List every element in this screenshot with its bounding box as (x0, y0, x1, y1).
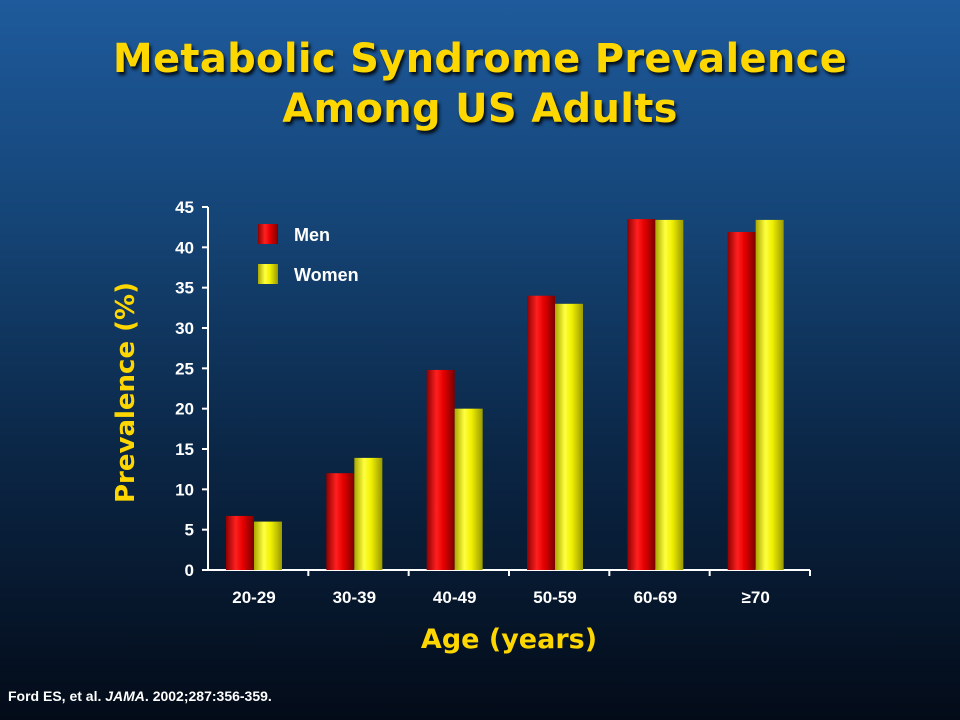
x-tick-label: ≥70 (742, 588, 770, 607)
bar-men-2 (426, 369, 455, 570)
y-tick-label: 25 (175, 359, 194, 378)
bar-women-4 (655, 219, 684, 570)
legend-label-women: Women (294, 265, 359, 285)
chart-labels: 0 5 10 15 20 25 30 35 40 45 20-29 30-39 40-49 50-59 60… (111, 198, 770, 655)
x-axis-label: Age (years) (421, 624, 597, 655)
y-tick-label: 45 (175, 198, 194, 217)
y-tick-label: 5 (185, 521, 194, 540)
x-tick-label: 50-59 (533, 588, 576, 607)
title-line-2: Among US Adults (282, 86, 678, 132)
citation-journal: JAMA (105, 688, 145, 704)
x-tick-label: 60-69 (634, 588, 677, 607)
bar-men-3 (527, 295, 555, 570)
bar-women-5 (755, 219, 784, 570)
citation-authors: Ford ES, et al. (8, 688, 102, 704)
citation: Ford ES, et al. JAMA. 2002;287:356-359. (8, 688, 272, 704)
bar-men-5 (727, 232, 756, 571)
y-tick-label: 40 (175, 238, 194, 257)
bar-women-3 (555, 303, 583, 570)
legend-swatch-women (258, 264, 278, 284)
x-tick-label: 20-29 (232, 588, 275, 607)
y-tick-label: 35 (175, 279, 194, 298)
title-line-1: Metabolic Syndrome Prevalence (112, 36, 848, 82)
y-tick-label: 20 (175, 400, 194, 419)
bar-men-4 (627, 219, 656, 570)
chart-legend: Men Women (258, 224, 359, 285)
slide-title: Metabolic Syndrome Prevalence Among US A… (0, 34, 960, 134)
y-tick-label: 10 (175, 480, 194, 499)
y-axis-label: Prevalence (%) (111, 282, 141, 503)
bar-men-1 (326, 473, 355, 570)
x-tick-label: 30-39 (333, 588, 376, 607)
chart-bars (226, 219, 784, 571)
legend-swatch-men (258, 224, 278, 244)
legend-label-men: Men (294, 225, 330, 245)
bar-men-0 (226, 515, 254, 570)
chart-axes (202, 206, 811, 576)
citation-details: . 2002;287:356-359. (144, 688, 272, 704)
y-tick-label: 0 (185, 561, 194, 580)
y-tick-label: 30 (175, 319, 194, 338)
x-tick-label: 40-49 (433, 588, 476, 607)
bar-women-2 (454, 408, 483, 570)
bar-women-1 (354, 457, 383, 570)
bar-women-0 (254, 521, 282, 570)
y-tick-label: 15 (175, 440, 194, 459)
